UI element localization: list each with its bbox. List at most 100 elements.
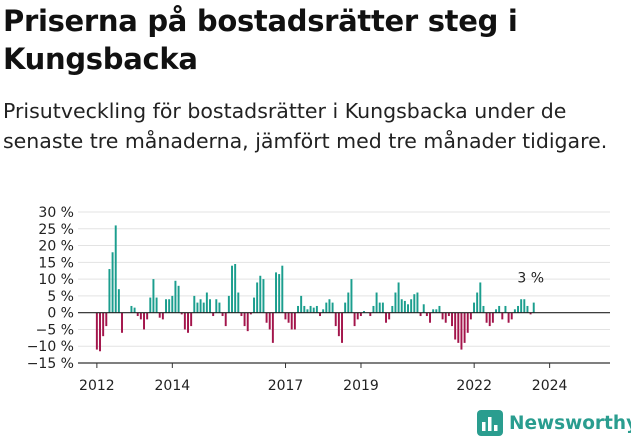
y-tick-label: 10 % bbox=[38, 272, 74, 288]
chart-title: Priserna på bostadsrätter steg i Kungsba… bbox=[3, 4, 518, 76]
bar bbox=[341, 312, 343, 343]
bar bbox=[451, 312, 453, 327]
bar bbox=[485, 312, 488, 323]
bar bbox=[158, 312, 161, 318]
bar bbox=[227, 295, 230, 313]
bar bbox=[287, 312, 290, 323]
bar bbox=[149, 297, 152, 313]
bar bbox=[281, 265, 284, 313]
bar bbox=[190, 312, 193, 327]
x-tick-label: 2022 bbox=[456, 378, 492, 394]
y-tick-label: 15 % bbox=[38, 255, 74, 271]
bar bbox=[218, 302, 221, 313]
bar bbox=[413, 294, 416, 313]
y-tick-label: 25 % bbox=[38, 222, 74, 238]
bar bbox=[394, 292, 397, 313]
bar bbox=[117, 289, 120, 313]
bar bbox=[375, 292, 378, 313]
bar bbox=[359, 312, 362, 317]
bar bbox=[504, 305, 507, 313]
bar bbox=[510, 312, 513, 320]
bar bbox=[293, 312, 296, 330]
bar bbox=[165, 299, 167, 313]
bar bbox=[372, 305, 375, 313]
bar bbox=[196, 302, 199, 313]
bar bbox=[491, 312, 494, 323]
chart-subtitle: Prisutveckling för bostadsrätter i Kungs… bbox=[3, 99, 608, 153]
x-tick-label: 2012 bbox=[79, 378, 115, 394]
bar bbox=[315, 305, 318, 313]
bar bbox=[306, 309, 309, 313]
bar bbox=[168, 299, 171, 313]
bar bbox=[444, 312, 447, 323]
x-tick-label: 2024 bbox=[532, 378, 568, 394]
bar bbox=[520, 299, 523, 313]
bar bbox=[180, 312, 183, 315]
bar bbox=[297, 305, 299, 313]
bar bbox=[253, 297, 255, 313]
y-tick-label: 0 % bbox=[47, 306, 74, 322]
bar bbox=[143, 312, 145, 330]
bar bbox=[139, 312, 142, 320]
bar bbox=[268, 312, 271, 330]
bar bbox=[136, 312, 139, 317]
bar bbox=[498, 305, 501, 313]
bar bbox=[240, 312, 243, 317]
bar bbox=[432, 309, 435, 313]
bar bbox=[271, 312, 274, 343]
bar bbox=[476, 292, 479, 313]
bar bbox=[249, 312, 252, 315]
newsworthy-logo: Newsworthy bbox=[477, 408, 631, 438]
bar bbox=[152, 279, 155, 313]
bar bbox=[403, 300, 406, 313]
y-tick-label: −15 % bbox=[27, 356, 74, 372]
bar bbox=[303, 305, 306, 313]
bar bbox=[284, 312, 287, 320]
x-tick-label: 2019 bbox=[343, 378, 379, 394]
bar bbox=[259, 275, 262, 313]
bar bbox=[319, 312, 321, 317]
bar bbox=[479, 282, 482, 313]
bar bbox=[378, 302, 381, 313]
bar bbox=[256, 282, 259, 313]
bar bbox=[529, 312, 532, 315]
bar bbox=[369, 312, 372, 317]
bar bbox=[353, 312, 356, 327]
bar bbox=[221, 312, 224, 317]
bar bbox=[400, 299, 403, 313]
y-tick-label: −10 % bbox=[27, 339, 74, 355]
bar bbox=[312, 307, 315, 313]
bar bbox=[350, 279, 353, 313]
bar bbox=[199, 299, 202, 313]
x-tick-label: 2014 bbox=[155, 378, 191, 394]
bar bbox=[457, 312, 460, 343]
bar bbox=[344, 302, 347, 313]
bar bbox=[202, 302, 205, 313]
bar bbox=[419, 312, 422, 317]
bar bbox=[177, 285, 180, 313]
bar bbox=[161, 312, 164, 320]
logo-text: Newsworthy bbox=[509, 412, 631, 434]
bar bbox=[454, 312, 457, 340]
bar bbox=[133, 307, 136, 313]
bar bbox=[363, 310, 365, 313]
bar bbox=[429, 312, 431, 323]
bar bbox=[422, 304, 425, 313]
bar bbox=[381, 302, 384, 313]
bars bbox=[95, 225, 535, 352]
bar bbox=[460, 312, 463, 350]
bar bbox=[309, 305, 312, 313]
bar bbox=[425, 312, 428, 317]
bar bbox=[347, 292, 350, 313]
bar bbox=[488, 312, 491, 327]
bar bbox=[224, 312, 227, 327]
bar bbox=[325, 302, 328, 313]
bar bbox=[95, 312, 98, 350]
bar bbox=[209, 299, 211, 313]
y-tick-label: 30 % bbox=[38, 205, 74, 221]
bar bbox=[121, 312, 123, 333]
y-tick-label: −5 % bbox=[36, 322, 74, 338]
y-axis-ticks: −15 %−10 %−5 %0 %5 %10 %15 %20 %25 %30 % bbox=[27, 205, 74, 372]
bar bbox=[99, 312, 101, 352]
